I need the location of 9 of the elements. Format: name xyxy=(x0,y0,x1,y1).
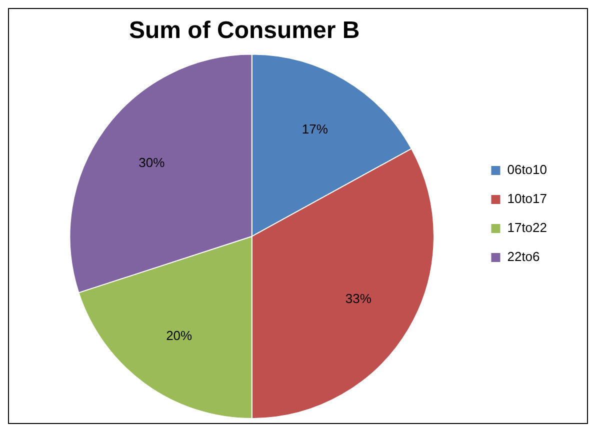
legend-label: 22to6 xyxy=(507,249,540,264)
data-label: 30% xyxy=(138,155,166,170)
legend-label: 10to17 xyxy=(507,191,548,206)
chart-title: Sum of Consumer B xyxy=(129,17,360,44)
legend-label: 17to22 xyxy=(507,220,548,236)
data-label: 33% xyxy=(345,291,372,306)
data-label: 20% xyxy=(166,328,193,344)
data-label: 17% xyxy=(302,121,328,136)
legend-label: 06to10 xyxy=(507,162,548,178)
